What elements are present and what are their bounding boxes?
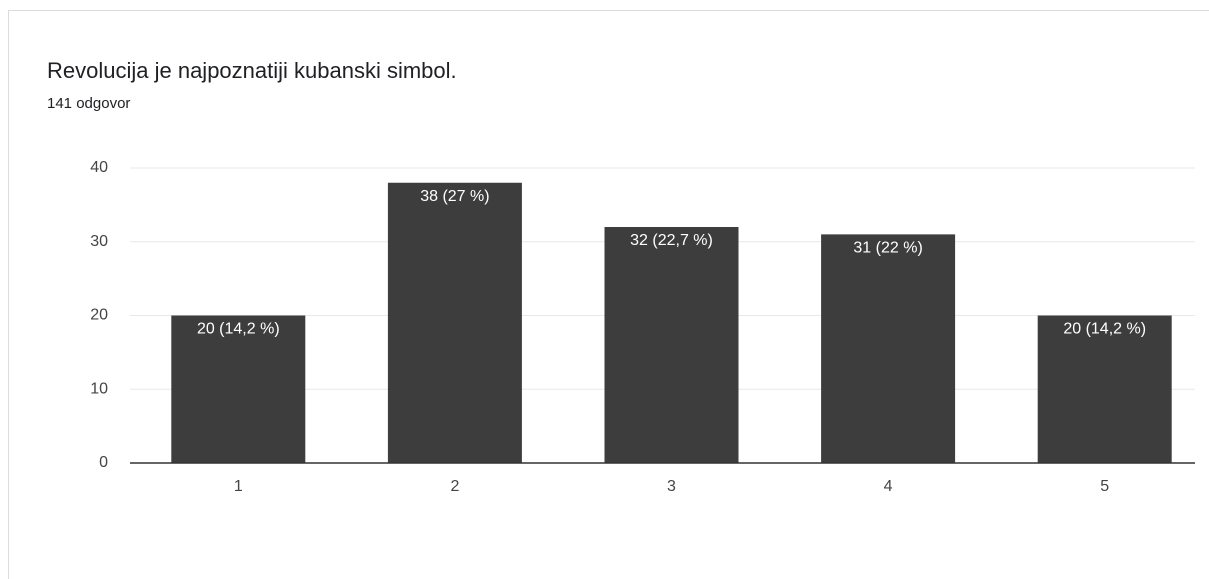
bar xyxy=(1037,315,1172,463)
x-tick-label: 2 xyxy=(450,478,459,495)
card-border xyxy=(8,10,1209,579)
value-label: 20 (14,2 %) xyxy=(197,321,280,338)
chart-title: Revolucija je najpoznatiji kubanski simb… xyxy=(47,58,457,83)
y-tick-label: 20 xyxy=(90,307,108,324)
x-tick-label: 4 xyxy=(884,478,893,495)
value-label: 20 (14,2 %) xyxy=(1063,321,1146,338)
bar xyxy=(604,227,739,463)
y-tick-label: 0 xyxy=(99,454,108,471)
y-tick-label: 30 xyxy=(90,233,108,250)
x-tick-label: 1 xyxy=(234,478,243,495)
bar xyxy=(821,234,956,463)
bar xyxy=(387,182,522,463)
y-tick-label: 40 xyxy=(90,159,108,176)
value-label: 32 (22,7 %) xyxy=(630,232,713,249)
x-tick-label: 5 xyxy=(1100,478,1109,495)
chart-subtitle: 141 odgovor xyxy=(47,95,130,112)
bar xyxy=(171,315,306,463)
value-label: 38 (27 %) xyxy=(420,188,489,205)
y-tick-label: 10 xyxy=(90,380,108,397)
x-tick-label: 3 xyxy=(667,478,676,495)
value-label: 31 (22 %) xyxy=(853,240,922,257)
